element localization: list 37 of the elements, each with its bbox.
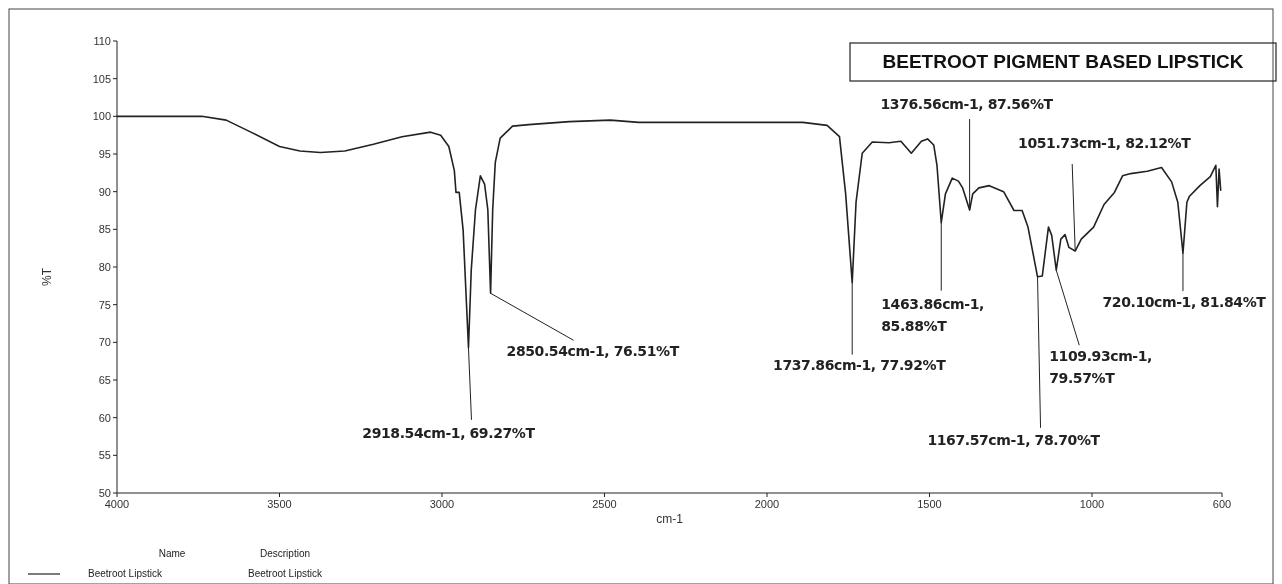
- x-tick-label: 4000: [104, 498, 130, 510]
- x-tick-label: 2000: [754, 498, 780, 510]
- text: Beetroot Lipstick: [248, 568, 323, 579]
- y-tick-label: 70: [98, 336, 111, 349]
- y-tick-label: 100: [92, 110, 111, 123]
- annotation: 2918.54cm-1, 69.27%T: [362, 424, 536, 441]
- y-axis-title: %T: [40, 267, 54, 286]
- x-tick-label: 3500: [267, 498, 292, 510]
- text: Name: [158, 548, 186, 559]
- text: BEETROOT PIGMENT BASED LIPSTICK: [882, 51, 1244, 72]
- y-tick-label: 55: [98, 449, 111, 462]
- y-tick-label: 50: [98, 486, 111, 499]
- x-axis-title: cm-1: [656, 512, 684, 526]
- annotation: 1463.86cm-1, 85.88%T: [881, 295, 984, 334]
- y-tick-label: 90: [98, 185, 111, 198]
- text: Description: [259, 548, 311, 559]
- y-tick-label: 85: [98, 223, 111, 236]
- y-tick-label: 65: [98, 373, 111, 386]
- y-tick-label: 110: [93, 34, 111, 47]
- x-tick-label: 1000: [1079, 498, 1105, 510]
- x-tick-label: 1500: [917, 498, 942, 510]
- y-tick-label: 80: [98, 260, 111, 273]
- x-tick-label: 2500: [592, 498, 617, 510]
- annotation: 1109.93cm-1, 79.57%T: [1049, 348, 1153, 387]
- annotation: 2850.54cm-1, 76.51%T: [506, 343, 680, 360]
- y-tick-label: 105: [92, 72, 111, 85]
- y-tick-label: 60: [98, 411, 111, 424]
- annotation: 1737.86cm-1, 77.92%T: [773, 356, 947, 373]
- x-tick-label: 3000: [429, 498, 455, 510]
- text: Beetroot Lipstick: [88, 568, 163, 579]
- annotation: 720.10cm-1, 81.84%T: [1102, 294, 1267, 311]
- annotation: 1376.56cm-1, 87.56%T: [880, 96, 1054, 113]
- annotation: 1167.57cm-1, 78.70%T: [927, 431, 1101, 448]
- x-tick-label: 600: [1212, 498, 1232, 510]
- y-tick-label: 75: [98, 298, 111, 311]
- annotation: 1051.73cm-1, 82.12%T: [1018, 135, 1192, 152]
- y-tick-label: 95: [98, 147, 111, 160]
